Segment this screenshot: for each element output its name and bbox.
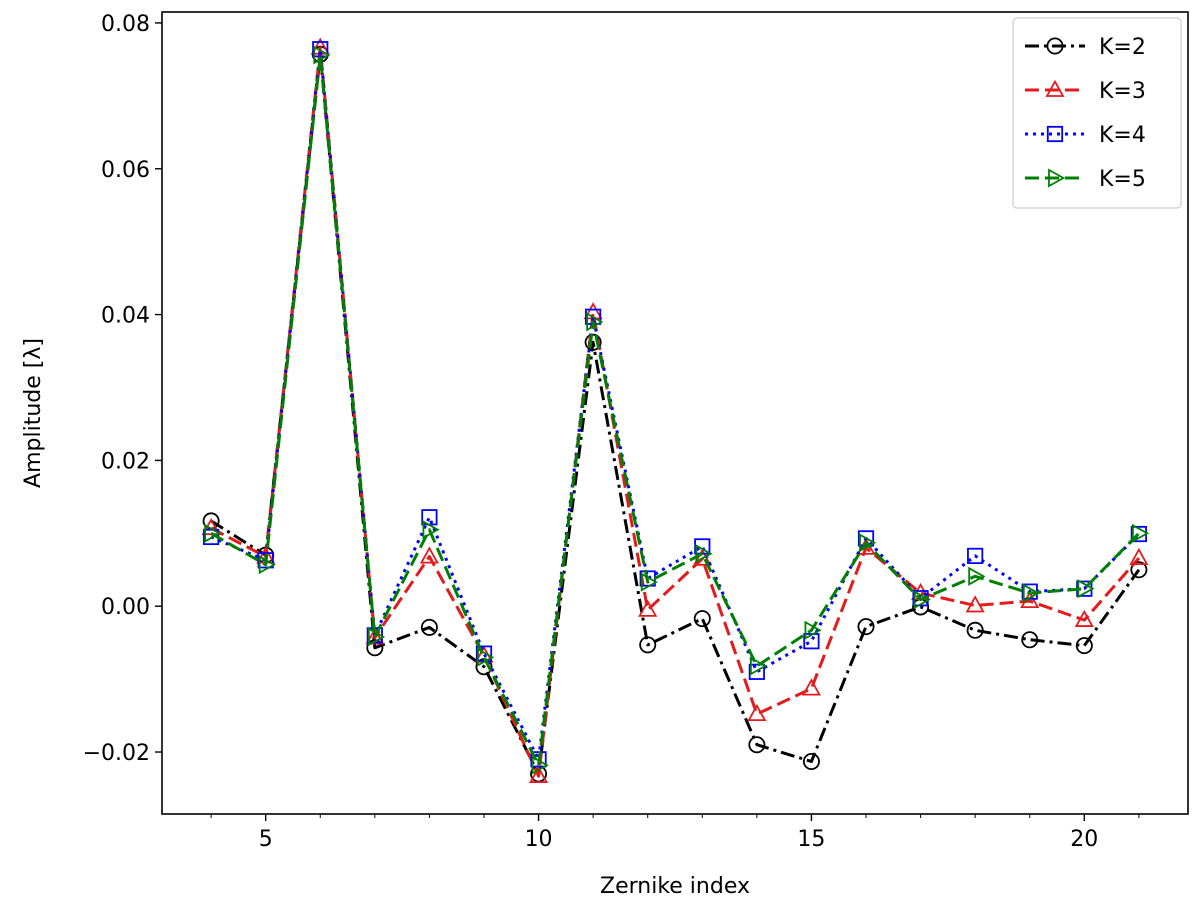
legend: K=2 K=3 K=4 K=5 (1012, 17, 1182, 209)
data-point (313, 45, 331, 65)
data-point (1022, 583, 1040, 603)
y-tick-label: 0.08 (101, 12, 150, 37)
x-tick-label: 5 (259, 827, 273, 852)
series-2 (201, 37, 1149, 783)
data-point (419, 546, 439, 564)
data-point (1077, 579, 1095, 599)
data-point (1046, 37, 1064, 55)
y-tick-label: 0.02 (101, 449, 150, 474)
data-point (748, 663, 765, 680)
data-point (804, 620, 822, 640)
x-tick-label: 10 (525, 827, 553, 852)
y-tick-label: 0.06 (101, 158, 150, 183)
data-point (1046, 125, 1064, 143)
series-line (210, 47, 1140, 761)
legend-item: K=5 (1025, 167, 1146, 192)
data-point (859, 533, 877, 553)
series-3 (203, 41, 1147, 768)
x-tick-label: 15 (797, 827, 825, 852)
data-point (967, 547, 984, 565)
data-point (530, 751, 547, 768)
data-point (366, 639, 384, 657)
series-1 (202, 45, 1148, 783)
data-point (693, 610, 711, 628)
data-point (1129, 547, 1149, 565)
y-axis-label: Amplitude [λ] (21, 338, 46, 488)
data-point (913, 590, 931, 610)
series-line (210, 46, 1141, 778)
data-point (857, 618, 875, 636)
data-point (802, 753, 820, 771)
legend-item: K=3 (1025, 79, 1146, 104)
data-point (1045, 79, 1065, 97)
data-point (1131, 523, 1150, 543)
data-point (365, 627, 385, 645)
series-4 (204, 45, 1150, 775)
data-point (965, 595, 985, 613)
ticks-layer: −0.02 0.00 0.02 0.04 0.06 0.08 5 10 15 20 (83, 12, 1140, 852)
data-point (420, 618, 438, 636)
data-point (747, 703, 767, 722)
legend-label: K=3 (1099, 79, 1146, 104)
data-point (586, 312, 604, 332)
data-point (639, 636, 657, 654)
data-point (695, 544, 713, 564)
data-point (422, 520, 440, 540)
x-tick-label: 20 (1070, 827, 1098, 852)
legend-label: K=2 (1099, 35, 1146, 60)
data-point (1130, 561, 1148, 579)
legend-label: K=4 (1099, 123, 1146, 148)
data-point (257, 552, 274, 569)
y-tick-label: 0.00 (101, 595, 150, 620)
data-point (748, 736, 766, 754)
data-point (640, 572, 658, 592)
data-point (1075, 637, 1093, 655)
data-point (749, 656, 768, 676)
data-point (204, 523, 222, 543)
plot-frame (161, 11, 1189, 815)
data-point (258, 555, 276, 575)
y-tick-label: −0.02 (83, 741, 150, 766)
data-point (801, 678, 821, 696)
legend-item: K=4 (1025, 123, 1146, 148)
y-tick-label: 0.04 (101, 304, 150, 329)
data-point (803, 633, 820, 650)
data-point (968, 566, 986, 586)
legend-label: K=5 (1099, 167, 1146, 192)
x-axis-label: Zernike index (600, 874, 750, 899)
data-point (312, 41, 329, 58)
data-point (475, 645, 493, 662)
legend-box (1012, 17, 1182, 209)
series-line (210, 53, 1140, 767)
data-point (1074, 609, 1094, 627)
data-point (584, 333, 602, 351)
data-point (1021, 631, 1039, 649)
series-line (210, 52, 1141, 776)
series-layer (201, 37, 1150, 783)
data-point (966, 621, 984, 639)
legend-item: K=2 (1025, 35, 1146, 60)
data-point (529, 765, 549, 783)
data-point (531, 755, 549, 775)
data-point (477, 647, 495, 667)
data-point (367, 627, 386, 647)
data-point (1048, 168, 1066, 188)
data-point (638, 599, 658, 617)
